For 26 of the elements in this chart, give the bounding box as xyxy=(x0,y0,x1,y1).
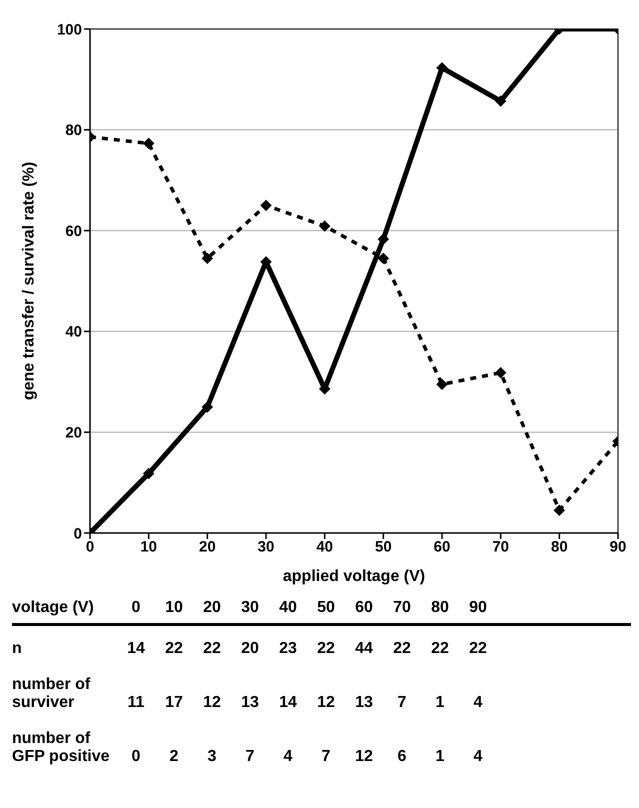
y-axis-title: gene transfer / survival rate (%) xyxy=(20,162,38,400)
x-tick-label: 50 xyxy=(374,538,392,556)
x-tick-label: 0 xyxy=(86,538,94,556)
text: 11 17 12 13 14 12 13 7 1 4 xyxy=(128,694,482,711)
x-axis-title: applied voltage (V) xyxy=(282,568,426,585)
x-tick-label: 40 xyxy=(316,538,334,556)
x-tick-label: 20 xyxy=(198,538,216,556)
text: n xyxy=(12,640,23,658)
x-tick-label: 30 xyxy=(258,538,274,556)
y-tick-label: 60 xyxy=(65,222,82,240)
y-tick-label: 40 xyxy=(65,324,82,341)
y-tick-label: 100 xyxy=(56,21,82,38)
x-tick-label: 10 xyxy=(140,538,158,556)
text: number of surviver xyxy=(12,676,92,712)
x-tick-label: 60 xyxy=(434,538,450,556)
y-tick-label: 0 xyxy=(74,525,82,542)
x-tick-label: 80 xyxy=(550,538,568,556)
text: 0 2 3 7 4 7 12 6 1 4 xyxy=(132,748,482,765)
y-tick-label: 80 xyxy=(65,122,82,140)
y-tick-label: 20 xyxy=(65,424,82,442)
text: number of GFP positive xyxy=(12,730,111,766)
text: 0 10 20 30 40 50 60 70 80 90 xyxy=(132,599,487,616)
x-tick-label: 90 xyxy=(610,538,626,556)
text: 14 22 22 20 23 22 44 22 22 22 xyxy=(127,640,487,657)
text: voltage (V) xyxy=(12,599,95,617)
x-tick-label: 70 xyxy=(492,538,510,556)
